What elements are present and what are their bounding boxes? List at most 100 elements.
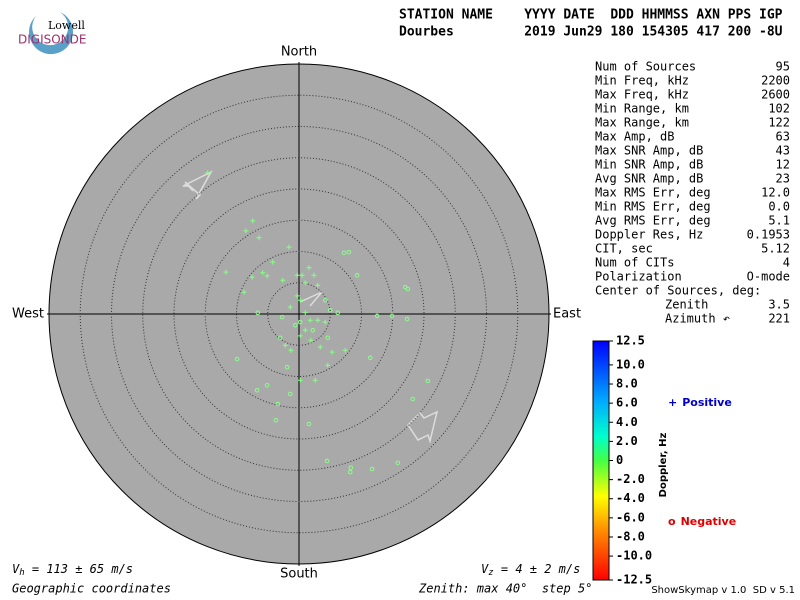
stat-label: Polarization bbox=[595, 270, 682, 284]
source-circle bbox=[346, 249, 352, 255]
source-circle bbox=[347, 469, 353, 475]
zenith-ring bbox=[236, 251, 362, 377]
stat-value: 5.12 bbox=[761, 242, 790, 256]
zenith-ring bbox=[267, 282, 331, 346]
source-circle bbox=[322, 297, 328, 303]
stat-value: 0.0 bbox=[768, 200, 790, 214]
legend-marker: + bbox=[668, 396, 677, 409]
source-plus bbox=[241, 289, 247, 295]
center-zenith-label: Zenith bbox=[665, 298, 708, 312]
source-plus bbox=[315, 282, 321, 288]
legend-marker: o bbox=[668, 515, 676, 528]
stat-value: 43 bbox=[776, 144, 790, 158]
colorbar-tick-label: -2.0 bbox=[616, 472, 645, 486]
colorbar-tick-label: 2.0 bbox=[616, 434, 638, 448]
colorbar-label: Doppler, Hz bbox=[658, 433, 669, 498]
vh-sub: h bbox=[19, 568, 24, 578]
stat-value: 12 bbox=[776, 158, 790, 172]
stat-value: 23 bbox=[776, 172, 790, 186]
stat-label: Max Freq, kHz bbox=[595, 88, 689, 102]
colorbar-tick-label: -10.0 bbox=[616, 549, 652, 563]
colorbar-tick-label: 4.0 bbox=[616, 415, 638, 429]
source-circle bbox=[404, 316, 410, 322]
source-plus bbox=[294, 272, 300, 278]
arrow bbox=[407, 410, 439, 444]
stat-label: Max RMS Err, deg bbox=[595, 186, 711, 200]
stat-label: Min SNR Amp, dB bbox=[595, 158, 703, 172]
stat-value: 5.1 bbox=[768, 214, 790, 228]
stat-value: O-mode bbox=[747, 270, 790, 284]
zenith-ring bbox=[173, 188, 425, 440]
stat-value: 63 bbox=[776, 130, 790, 144]
stat-value: 0.1953 bbox=[747, 228, 790, 242]
source-plus bbox=[243, 228, 249, 234]
stat-label: Min Freq, kHz bbox=[595, 74, 689, 88]
source-plus bbox=[302, 280, 308, 286]
source-circle bbox=[279, 314, 285, 320]
colorbar-tick-label: 6.0 bbox=[616, 396, 638, 410]
colorbar-tick-label: 8.0 bbox=[616, 377, 638, 391]
center-zenith-value: 3.5 bbox=[768, 298, 790, 312]
source-plus bbox=[329, 349, 335, 355]
source-plus bbox=[311, 272, 317, 278]
stat-value: 4 bbox=[783, 256, 790, 270]
source-plus bbox=[317, 344, 323, 350]
source-circle bbox=[310, 327, 316, 333]
zenith-ring bbox=[79, 94, 519, 534]
vz: Vz = 4 ± 2 m/s bbox=[481, 562, 580, 578]
south-label: South bbox=[280, 567, 318, 582]
north-label: North bbox=[281, 45, 317, 60]
source-circle bbox=[354, 272, 360, 278]
source-circle bbox=[348, 465, 354, 471]
stat-label: Max Amp, dB bbox=[595, 130, 674, 144]
coords: Geographic coordinates bbox=[12, 582, 171, 596]
stat-label: Max SNR Amp, dB bbox=[595, 144, 703, 158]
legend-entry: + Positive bbox=[668, 396, 732, 409]
source-plus bbox=[312, 377, 318, 383]
vz-symbol: V bbox=[481, 562, 489, 576]
source-circle bbox=[306, 421, 312, 427]
source-circle bbox=[410, 396, 416, 402]
source-plus bbox=[342, 347, 348, 353]
logo-mark bbox=[29, 12, 74, 55]
source-circle bbox=[254, 387, 260, 393]
zenith-ring bbox=[142, 157, 456, 471]
colorbar-tick-label: -12.5 bbox=[616, 573, 652, 587]
source-plus bbox=[250, 218, 256, 224]
source-plus bbox=[264, 273, 270, 279]
zenith-info: Zenith: max 40° step 5° bbox=[418, 582, 592, 596]
colorbar-tick-label: 0 bbox=[616, 453, 623, 467]
east-label: East bbox=[553, 307, 581, 322]
stat-value: 102 bbox=[768, 102, 790, 116]
source-plus bbox=[322, 319, 328, 325]
source-circle bbox=[275, 401, 281, 407]
source-plus bbox=[297, 297, 303, 303]
vz-sub: z bbox=[488, 568, 493, 578]
source-plus bbox=[306, 265, 312, 271]
colorbar-tick-label: -6.0 bbox=[616, 510, 645, 524]
source-plus bbox=[260, 270, 266, 276]
source-plus bbox=[270, 259, 276, 265]
stat-value: 122 bbox=[768, 116, 790, 130]
stat-value: 2200 bbox=[761, 74, 790, 88]
center-azimuth-label: Azimuth ↶ bbox=[665, 312, 730, 326]
source-plus bbox=[302, 310, 308, 316]
colorbar bbox=[592, 340, 610, 581]
vh: Vh = 113 ± 65 m/s bbox=[12, 562, 133, 578]
stat-label: CIT, sec bbox=[595, 242, 653, 256]
source-plus bbox=[308, 337, 314, 343]
source-circle bbox=[327, 307, 333, 313]
stat-value: 2600 bbox=[761, 88, 790, 102]
source-circle bbox=[425, 378, 431, 384]
colorbar-tick-label: -8.0 bbox=[616, 529, 645, 543]
source-plus bbox=[249, 274, 255, 280]
source-circle bbox=[277, 335, 283, 341]
vz-text: = 4 ± 2 m/s bbox=[494, 562, 581, 576]
stat-label: Max Range, km bbox=[595, 116, 689, 130]
stat-label: Doppler Res, Hz bbox=[595, 228, 703, 242]
source-plus bbox=[294, 293, 300, 299]
source-circle bbox=[255, 310, 261, 316]
version: ShowSkymap v 1.0 SD v 5.1 bbox=[651, 585, 795, 596]
stat-label: Num of Sources bbox=[595, 60, 696, 74]
west-label: West bbox=[12, 307, 44, 322]
